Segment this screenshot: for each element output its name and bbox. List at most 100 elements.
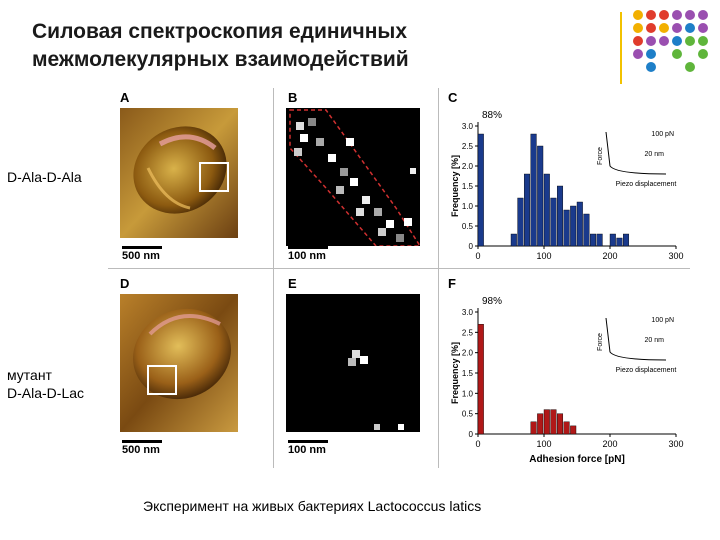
histogram-bar	[570, 425, 577, 435]
x-tick-label: 200	[602, 251, 617, 261]
histogram-bar	[530, 133, 537, 247]
dot-icon	[646, 62, 656, 72]
dot-icon	[633, 49, 643, 59]
y-tick-label: 2.5	[462, 142, 474, 151]
figure-divider	[273, 88, 274, 468]
figure-divider	[438, 88, 439, 468]
histogram-bar	[589, 233, 597, 247]
y-tick-label: 1.5	[462, 369, 474, 378]
histogram-bar	[510, 233, 517, 247]
inset-xlabel: Piezo displacement	[616, 367, 677, 374]
histogram-bar	[596, 233, 603, 247]
peak-label: 88%	[482, 110, 502, 121]
accent-line	[620, 12, 622, 84]
histogram-bar	[583, 213, 590, 247]
side-label-bottom-line1: мутант	[7, 367, 52, 383]
histogram-bar	[537, 413, 544, 435]
dot-icon	[646, 10, 656, 20]
x-axis-label: Adhesion force [pN]	[529, 454, 625, 465]
panel-label-d: D	[120, 276, 130, 291]
panel-label-b: B	[288, 90, 298, 105]
y-tick-label: 3.0	[462, 122, 474, 131]
histogram-bar	[563, 421, 570, 435]
histogram-bar	[477, 133, 484, 247]
inset-scale-y: 100 pN	[651, 317, 674, 324]
histogram-bar	[550, 197, 557, 247]
dot-icon	[672, 10, 682, 20]
histogram-bar	[530, 421, 537, 435]
histogram-bar	[550, 409, 557, 435]
dot-icon	[633, 10, 643, 20]
inset-xlabel: Piezo displacement	[616, 181, 677, 188]
x-tick-label: 100	[536, 251, 551, 261]
y-axis-label: Frequency [%]	[450, 155, 460, 217]
afm-image-a	[120, 108, 238, 238]
y-tick-label: 0	[469, 242, 474, 251]
histogram-bar	[570, 205, 577, 247]
histogram-bar	[556, 413, 564, 435]
dot-icon	[698, 36, 708, 46]
dot-icon	[672, 49, 682, 59]
y-tick-label: 1.5	[462, 182, 474, 191]
histogram-bar	[563, 209, 570, 247]
dot-icon	[672, 36, 682, 46]
y-tick-label: 0.5	[462, 410, 474, 419]
dot-icon	[659, 36, 669, 46]
histogram-bar	[616, 237, 623, 247]
dot-icon	[685, 23, 695, 33]
dot-icon	[698, 49, 708, 59]
dot-icon	[685, 10, 695, 20]
x-tick-label: 0	[475, 439, 480, 449]
histogram-bar	[576, 201, 583, 247]
force-curve	[605, 131, 667, 175]
dot-icon	[672, 23, 682, 33]
y-tick-label: 3.0	[462, 308, 474, 317]
dot-icon	[659, 23, 669, 33]
panel-label-e: E	[288, 276, 297, 291]
adhesion-map-b	[286, 108, 420, 246]
adhesion-map-e	[286, 294, 420, 432]
panel-label-c: C	[448, 90, 458, 105]
y-tick-label: 0.5	[462, 222, 474, 231]
x-tick-label: 100	[536, 439, 551, 449]
histogram-bar	[517, 197, 524, 247]
decorative-dots	[633, 10, 713, 78]
dot-icon	[698, 10, 708, 20]
y-tick-label: 2.0	[462, 162, 474, 171]
y-axis-label: Frequency [%]	[450, 342, 460, 404]
histogram-bar	[523, 173, 531, 247]
scale-label-a: 500 nm	[122, 250, 160, 262]
y-tick-label: 2.0	[462, 349, 474, 358]
slide-title-line1: Силовая спектроскопия единичных	[32, 20, 408, 43]
inset-ylabel: Force	[597, 147, 604, 165]
histogram-bar	[477, 324, 484, 435]
histogram-bar	[622, 233, 630, 247]
afm-figure: A 500 nm B 100 nm C 0 0.5 1.0 1	[108, 88, 690, 468]
histogram-c: 0 0.5 1.0 1.5 2.0 2.5 3.0 0 100 200 300 Frequency […	[450, 110, 684, 261]
dot-icon	[633, 36, 643, 46]
y-tick-label: 1.0	[462, 389, 474, 398]
scale-label-b: 100 nm	[288, 250, 326, 262]
histogram-bar	[609, 233, 616, 247]
dot-icon	[659, 10, 669, 20]
histogram-bar	[537, 145, 544, 247]
x-tick-label: 200	[602, 439, 617, 449]
inset-scale-x: 20 nm	[645, 151, 665, 158]
side-label-top: D-Ala-D-Ala	[4, 166, 85, 188]
side-label-bottom: мутант D-Ala-D-Lac	[4, 364, 88, 404]
panel-label-a: A	[120, 90, 130, 105]
dot-icon	[685, 62, 695, 72]
dot-icon	[646, 36, 656, 46]
dot-icon	[646, 23, 656, 33]
histogram-bar	[543, 173, 550, 247]
scale-bar	[288, 246, 328, 249]
inset-scale-x: 20 nm	[645, 337, 665, 344]
dot-icon	[698, 23, 708, 33]
histogram-bar	[543, 409, 550, 435]
scale-bar	[122, 440, 162, 443]
dot-icon	[646, 49, 656, 59]
dot-icon	[633, 23, 643, 33]
inset-ylabel: Force	[597, 333, 604, 351]
y-tick-label: 2.5	[462, 328, 474, 337]
histogram-bar	[556, 185, 564, 247]
